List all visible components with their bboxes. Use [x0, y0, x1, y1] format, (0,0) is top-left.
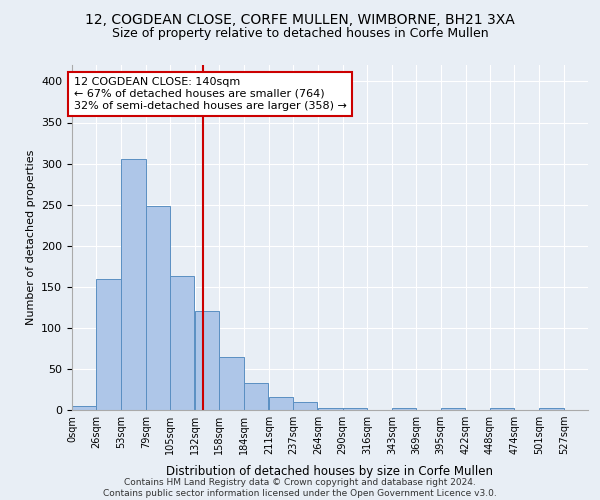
Bar: [146, 206, 170, 410]
Bar: [440, 408, 465, 410]
Bar: [72, 406, 96, 410]
Text: Contains HM Land Registry data © Crown copyright and database right 2024.
Contai: Contains HM Land Registry data © Crown c…: [103, 478, 497, 498]
Bar: [269, 397, 293, 410]
Bar: [343, 408, 367, 410]
Y-axis label: Number of detached properties: Number of detached properties: [26, 150, 35, 325]
Bar: [244, 383, 268, 410]
Bar: [392, 408, 416, 410]
Text: Size of property relative to detached houses in Corfe Mullen: Size of property relative to detached ho…: [112, 28, 488, 40]
Bar: [121, 160, 146, 410]
Text: 12 COGDEAN CLOSE: 140sqm
← 67% of detached houses are smaller (764)
32% of semi-: 12 COGDEAN CLOSE: 140sqm ← 67% of detach…: [74, 78, 347, 110]
Bar: [490, 408, 514, 410]
Bar: [319, 408, 343, 410]
Bar: [293, 402, 317, 410]
Bar: [539, 408, 564, 410]
Text: 12, COGDEAN CLOSE, CORFE MULLEN, WIMBORNE, BH21 3XA: 12, COGDEAN CLOSE, CORFE MULLEN, WIMBORN…: [85, 12, 515, 26]
Bar: [195, 312, 220, 410]
Bar: [220, 356, 244, 410]
X-axis label: Distribution of detached houses by size in Corfe Mullen: Distribution of detached houses by size …: [167, 466, 493, 478]
Bar: [96, 278, 121, 410]
Bar: [170, 276, 194, 410]
